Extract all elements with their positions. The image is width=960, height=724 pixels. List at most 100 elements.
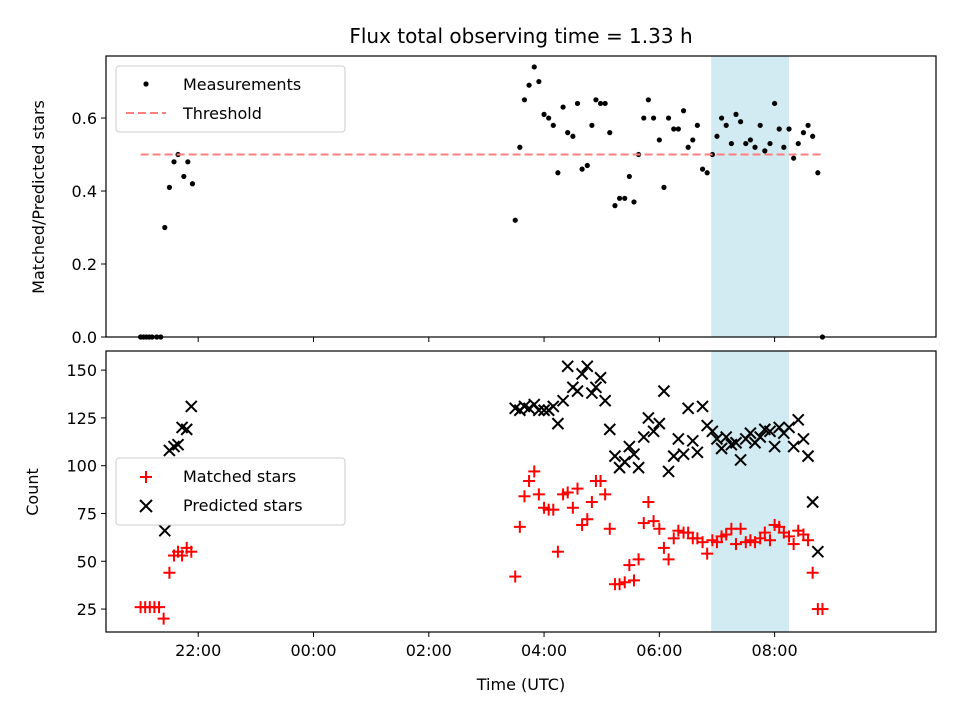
measurements-point — [550, 122, 556, 128]
y-tick-label: 125 — [66, 409, 97, 428]
predicted-stars-point — [623, 440, 636, 453]
measurements-point — [541, 111, 547, 117]
predicted-stars-point — [608, 449, 622, 463]
predicted-stars-point — [811, 545, 825, 558]
x-tick-label: 04:00 — [521, 641, 567, 660]
matched-stars-point — [576, 518, 589, 531]
y-tick-label: 50 — [77, 552, 97, 571]
measurements-point — [641, 115, 647, 121]
measurements-point — [810, 133, 816, 139]
ratio-panel: 0.0 0.2 0.4 0.6 Matched/Predicted stars Mea… — [29, 55, 937, 347]
x-axis-label: Time (UTC) — [476, 675, 565, 694]
predicted-stars-point — [632, 461, 645, 474]
matched-stars-point — [802, 534, 815, 547]
measurements-point — [675, 126, 681, 132]
predicted-stars-point — [763, 425, 777, 438]
matched-stars-point — [627, 574, 640, 587]
matched-stars-point — [603, 522, 616, 535]
measurements-point — [661, 184, 667, 190]
measurements-point — [574, 100, 581, 107]
predicted-stars-point — [618, 455, 631, 469]
measurements-point — [589, 122, 595, 128]
matched-stars-point — [157, 612, 170, 625]
predicted-stars-point — [753, 430, 767, 444]
measurements-point — [776, 126, 782, 132]
measurements-point — [171, 159, 177, 165]
measurements-point — [680, 108, 687, 114]
measurements-point — [607, 130, 613, 136]
measurements-point — [743, 140, 749, 147]
measurements-point — [645, 97, 651, 103]
matched-stars-point — [513, 520, 526, 533]
predicted-stars-point — [681, 402, 695, 415]
matched-stars-point — [571, 482, 584, 495]
predicted-stars-point — [719, 430, 733, 444]
predicted-stars-point — [677, 448, 690, 461]
matched-stars-point — [632, 553, 645, 566]
matched-stars-point — [787, 538, 800, 551]
measurements-point — [560, 104, 566, 110]
predicted-stars-point — [734, 453, 747, 467]
predicted-stars-point — [715, 442, 728, 455]
predicted-stars-point — [532, 404, 546, 417]
matched-stars-point — [653, 522, 666, 535]
predicted-stars-point — [672, 432, 685, 446]
predicted-stars-point — [801, 449, 815, 463]
measurements-point — [723, 122, 729, 128]
x-tick-label: 00:00 — [290, 641, 336, 660]
matched-stars-point — [734, 522, 747, 535]
matched-stars-point — [528, 465, 541, 478]
measurements-point — [626, 173, 632, 180]
legend-marker-predicted — [139, 499, 153, 513]
measurements-point — [616, 195, 623, 201]
predicted-stars-point — [657, 384, 671, 398]
predicted-stars-point — [729, 436, 743, 449]
measurements-point — [555, 170, 561, 176]
y-tick-label: 0.4 — [72, 182, 97, 201]
matched-stars-point — [176, 549, 189, 562]
measurements-point — [565, 130, 571, 136]
measurements-point — [584, 162, 590, 169]
measurements-point — [536, 78, 542, 85]
predicted-stars-point — [792, 413, 805, 427]
predicted-stars-point — [180, 423, 193, 436]
matched-stars-point — [163, 566, 176, 579]
ratio-plot-frame — [105, 55, 937, 338]
count-y-axis-label: Count — [23, 468, 42, 516]
measurements-point — [546, 115, 552, 121]
y-tick-label: 25 — [77, 600, 97, 619]
measurements-point — [631, 199, 637, 205]
predicted-stars-point — [806, 495, 819, 509]
matched-stars-point — [581, 513, 594, 526]
matched-stars-point — [696, 536, 709, 549]
predicted-stars-point — [662, 465, 675, 478]
legend-label-measurements: Measurements — [183, 75, 301, 94]
predicted-stars-point — [686, 434, 699, 448]
predicted-stars-point — [768, 440, 781, 453]
predicted-stars-point — [589, 381, 603, 394]
matched-stars-point — [647, 515, 660, 528]
matched-stars-point — [764, 534, 776, 547]
measurements-point — [795, 140, 801, 147]
matched-stars-point — [566, 501, 579, 514]
legend-marker-matched — [140, 471, 152, 483]
measurements-point — [517, 144, 523, 150]
matched-stars-point — [720, 528, 733, 541]
predicted-stars-point — [627, 448, 641, 461]
measurements-point — [612, 203, 618, 209]
y-tick-label: 0.6 — [72, 109, 97, 128]
matched-stars-point — [518, 490, 531, 503]
matched-stars-point — [642, 496, 655, 509]
predicted-stars-point — [642, 411, 655, 425]
measurements-point — [738, 119, 744, 125]
matched-stars-point — [547, 503, 560, 516]
matched-stars-point — [585, 496, 598, 509]
count-plot-frame — [105, 350, 937, 633]
measurements-point — [189, 181, 196, 187]
measurements-point — [602, 100, 608, 107]
predicted-stars-point — [603, 423, 616, 436]
predicted-stars-point — [537, 404, 551, 417]
measurements-point — [757, 122, 763, 128]
measurements-point — [699, 166, 706, 172]
